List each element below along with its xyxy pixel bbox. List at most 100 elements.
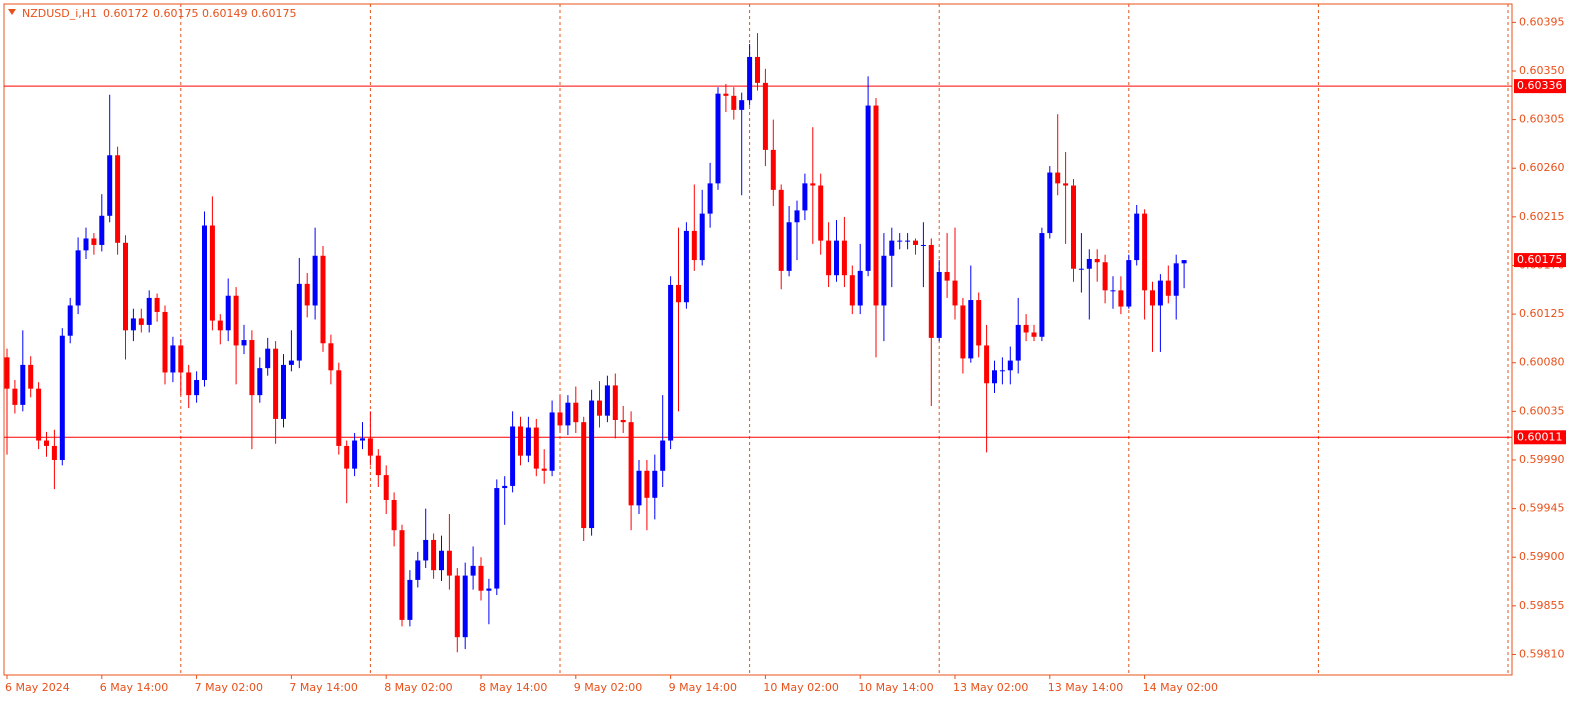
candle-body: [75, 250, 81, 306]
candle-body: [1150, 290, 1155, 306]
candle-body: [533, 427, 539, 469]
candle-body: [186, 372, 192, 396]
y-tick-label: 0.59900: [1519, 550, 1565, 563]
candle-body: [849, 275, 855, 306]
x-tick-label: 14 May 02:00: [1143, 681, 1218, 694]
candle-body: [905, 240, 911, 242]
candle-body: [296, 283, 302, 361]
candle-body: [1031, 332, 1037, 337]
candle-body: [873, 105, 879, 306]
candle-body: [936, 271, 942, 338]
current-price-box: [1514, 253, 1566, 268]
candle-body: [889, 240, 895, 256]
candle-body: [984, 345, 990, 384]
candle-body: [502, 485, 508, 489]
x-tick-label: 9 May 02:00: [574, 681, 642, 694]
header-high: 0.60175: [153, 7, 199, 20]
candle-body: [1094, 259, 1100, 263]
candle-body: [841, 240, 847, 276]
candle-body: [557, 412, 563, 426]
candle-body: [1078, 268, 1084, 270]
candle-body: [446, 550, 452, 576]
candle-body: [826, 240, 832, 276]
header-close: 0.60175: [251, 7, 297, 20]
x-tick-label: 7 May 14:00: [289, 681, 357, 694]
y-tick-label: 0.59810: [1519, 647, 1565, 660]
level-price-label: 0.60011: [1517, 430, 1563, 443]
candle-body: [360, 438, 365, 441]
candle-body: [312, 255, 318, 306]
candle-body: [233, 295, 239, 346]
x-tick-label: 10 May 02:00: [763, 681, 838, 694]
candle-body: [1181, 260, 1187, 264]
candle-body: [439, 550, 444, 571]
candle-body: [249, 340, 255, 396]
candle-body: [604, 385, 610, 416]
candle-body: [494, 488, 500, 589]
candle-body: [265, 348, 271, 369]
candle-body: [668, 284, 674, 441]
y-tick-label: 0.60395: [1519, 15, 1565, 28]
candle-body: [660, 440, 666, 471]
candle-body: [154, 297, 160, 312]
candle-body: [383, 475, 389, 500]
candle-body: [83, 238, 89, 251]
y-tick-label: 0.60125: [1519, 307, 1565, 320]
candle-body: [367, 438, 373, 456]
candle-body: [320, 255, 326, 344]
candle-body: [202, 225, 207, 381]
y-tick-label: 0.59990: [1519, 453, 1565, 466]
candle-body: [28, 364, 34, 389]
candle-body: [778, 189, 784, 271]
y-tick-label: 0.60215: [1519, 210, 1565, 223]
x-tick-label: 10 May 14:00: [858, 681, 933, 694]
menu-arrow[interactable]: [8, 9, 16, 15]
candle-body: [518, 426, 523, 456]
candle-body: [399, 530, 405, 620]
y-tick-label: 0.59855: [1519, 599, 1565, 612]
candle-body: [178, 345, 184, 373]
candle-body: [628, 422, 634, 506]
candle-body: [1086, 259, 1092, 269]
candle-body: [415, 560, 421, 580]
candle-body: [549, 412, 555, 471]
candle-body: [913, 240, 918, 245]
candle-body: [12, 388, 18, 405]
candle-body: [375, 455, 381, 476]
header-open: 0.60172: [103, 7, 149, 20]
candle-body: [589, 400, 595, 529]
x-tick-label: 7 May 02:00: [195, 681, 263, 694]
candle-body: [44, 440, 49, 446]
candle-body: [786, 222, 792, 271]
level-price-label: 0.60336: [1517, 79, 1563, 92]
candle-body: [747, 56, 753, 101]
y-tick-label: 0.60035: [1519, 404, 1565, 417]
candle-body: [91, 238, 97, 245]
candle-body: [952, 280, 958, 306]
candle-body: [162, 311, 168, 373]
candle-body: [676, 284, 681, 303]
candle-body: [1157, 280, 1163, 306]
candle-body: [336, 370, 342, 446]
candle-body: [691, 230, 697, 261]
candle-body: [762, 82, 768, 150]
candle-body: [565, 402, 571, 426]
candle-body: [739, 100, 745, 110]
candle-body: [391, 499, 397, 531]
plot-frame: [3, 3, 1513, 676]
candle-body: [612, 385, 618, 420]
candle-body: [146, 297, 152, 325]
candle-body: [36, 388, 42, 441]
y-tick-label: 0.60305: [1519, 113, 1565, 126]
candle-body: [960, 305, 966, 359]
candle-body: [770, 149, 776, 190]
x-tick-label: 13 May 02:00: [953, 681, 1028, 694]
candle-body: [1118, 290, 1124, 307]
candle-body: [683, 230, 689, 303]
candle-body: [281, 364, 286, 419]
candle-body: [510, 426, 516, 486]
x-tick-label: 6 May 14:00: [100, 681, 168, 694]
candle-body: [857, 270, 863, 306]
candle-body: [352, 440, 358, 469]
